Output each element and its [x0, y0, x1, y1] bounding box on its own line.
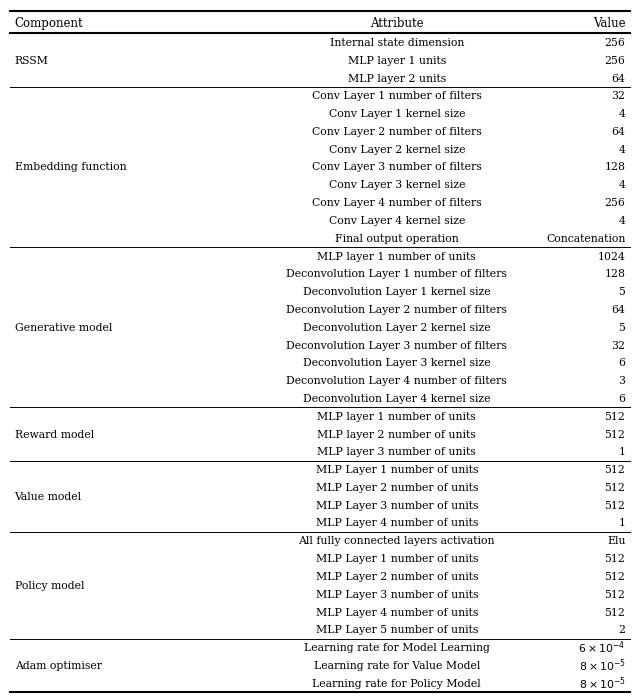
Text: 4: 4	[618, 180, 625, 190]
Text: $8 \times 10^{-5}$: $8 \times 10^{-5}$	[579, 675, 625, 692]
Text: MLP Layer 3 number of units: MLP Layer 3 number of units	[316, 589, 478, 599]
Text: Conv Layer 4 number of filters: Conv Layer 4 number of filters	[312, 198, 482, 208]
Text: Attribute: Attribute	[370, 17, 424, 29]
Text: MLP Layer 2 number of units: MLP Layer 2 number of units	[316, 571, 478, 582]
Text: 6: 6	[618, 358, 625, 368]
Text: 128: 128	[604, 162, 625, 172]
Text: Final output operation: Final output operation	[335, 234, 459, 244]
Text: MLP layer 2 number of units: MLP layer 2 number of units	[317, 429, 476, 439]
Text: 512: 512	[605, 412, 625, 421]
Text: $8 \times 10^{-5}$: $8 \times 10^{-5}$	[579, 657, 625, 673]
Text: 512: 512	[605, 482, 625, 493]
Text: 256: 256	[605, 198, 625, 208]
Text: 64: 64	[612, 127, 625, 136]
Text: MLP Layer 1 number of units: MLP Layer 1 number of units	[316, 554, 478, 564]
Text: 32: 32	[611, 340, 625, 350]
Text: 64: 64	[612, 74, 625, 83]
Text: 4: 4	[618, 109, 625, 119]
Text: 4: 4	[618, 145, 625, 155]
Text: Learning rate for Model Learning: Learning rate for Model Learning	[304, 643, 490, 652]
Text: 512: 512	[605, 589, 625, 599]
Text: 256: 256	[605, 38, 625, 48]
Text: Value model: Value model	[15, 491, 82, 501]
Text: 3: 3	[618, 376, 625, 386]
Text: Reward model: Reward model	[15, 429, 94, 439]
Text: Deconvolution Layer 3 kernel size: Deconvolution Layer 3 kernel size	[303, 358, 491, 368]
Text: Conv Layer 2 number of filters: Conv Layer 2 number of filters	[312, 127, 482, 136]
Text: 1: 1	[618, 518, 625, 528]
Text: 256: 256	[605, 56, 625, 66]
Text: Policy model: Policy model	[15, 580, 84, 590]
Text: 128: 128	[604, 269, 625, 279]
Text: 512: 512	[605, 571, 625, 582]
Text: MLP Layer 1 number of units: MLP Layer 1 number of units	[316, 465, 478, 475]
Text: MLP Layer 3 number of units: MLP Layer 3 number of units	[316, 500, 478, 510]
Text: Deconvolution Layer 3 number of filters: Deconvolution Layer 3 number of filters	[286, 340, 508, 350]
Text: RSSM: RSSM	[15, 56, 49, 66]
Text: Adam optimiser: Adam optimiser	[15, 660, 102, 671]
Text: Conv Layer 2 kernel size: Conv Layer 2 kernel size	[328, 145, 465, 155]
Text: Conv Layer 4 kernel size: Conv Layer 4 kernel size	[328, 216, 465, 225]
Text: MLP Layer 5 number of units: MLP Layer 5 number of units	[316, 625, 478, 635]
Text: Elu: Elu	[607, 536, 625, 546]
Text: Deconvolution Layer 4 kernel size: Deconvolution Layer 4 kernel size	[303, 393, 490, 404]
Text: MLP Layer 4 number of units: MLP Layer 4 number of units	[316, 518, 478, 528]
Text: Learning rate for Value Model: Learning rate for Value Model	[314, 660, 480, 671]
Text: Generative model: Generative model	[15, 323, 112, 332]
Text: 512: 512	[605, 607, 625, 617]
Text: Conv Layer 1 kernel size: Conv Layer 1 kernel size	[328, 109, 465, 119]
Text: Conv Layer 3 number of filters: Conv Layer 3 number of filters	[312, 162, 482, 172]
Text: Deconvolution Layer 1 number of filters: Deconvolution Layer 1 number of filters	[286, 269, 508, 279]
Text: 4: 4	[618, 216, 625, 225]
Text: MLP Layer 4 number of units: MLP Layer 4 number of units	[316, 607, 478, 617]
Text: 512: 512	[605, 500, 625, 510]
Text: 32: 32	[611, 91, 625, 101]
Text: All fully connected layers activation: All fully connected layers activation	[298, 536, 495, 546]
Text: MLP layer 1 number of units: MLP layer 1 number of units	[317, 251, 476, 261]
Text: Conv Layer 3 kernel size: Conv Layer 3 kernel size	[328, 180, 465, 190]
Text: Embedding function: Embedding function	[15, 162, 126, 172]
Text: 5: 5	[618, 287, 625, 297]
Text: Conv Layer 1 number of filters: Conv Layer 1 number of filters	[312, 91, 482, 101]
Text: MLP layer 1 number of units: MLP layer 1 number of units	[317, 412, 476, 421]
Text: Concatenation: Concatenation	[546, 234, 625, 244]
Text: Learning rate for Policy Model: Learning rate for Policy Model	[312, 678, 481, 688]
Text: 5: 5	[618, 323, 625, 332]
Text: Deconvolution Layer 1 kernel size: Deconvolution Layer 1 kernel size	[303, 287, 491, 297]
Text: $6 \times 10^{-4}$: $6 \times 10^{-4}$	[579, 639, 625, 656]
Text: MLP Layer 2 number of units: MLP Layer 2 number of units	[316, 482, 478, 493]
Text: MLP layer 3 number of units: MLP layer 3 number of units	[317, 447, 476, 457]
Text: Deconvolution Layer 2 number of filters: Deconvolution Layer 2 number of filters	[286, 304, 508, 314]
Text: 6: 6	[618, 393, 625, 404]
Text: 1: 1	[618, 447, 625, 457]
Text: 1024: 1024	[598, 251, 625, 261]
Text: 2: 2	[618, 625, 625, 635]
Text: Deconvolution Layer 4 number of filters: Deconvolution Layer 4 number of filters	[287, 376, 507, 386]
Text: Deconvolution Layer 2 kernel size: Deconvolution Layer 2 kernel size	[303, 323, 491, 332]
Text: Value: Value	[593, 17, 625, 29]
Text: 512: 512	[605, 554, 625, 564]
Text: 512: 512	[605, 465, 625, 475]
Text: MLP layer 2 units: MLP layer 2 units	[348, 74, 446, 83]
Text: MLP layer 1 units: MLP layer 1 units	[348, 56, 446, 66]
Text: Component: Component	[15, 17, 83, 29]
Text: Internal state dimension: Internal state dimension	[330, 38, 464, 48]
Text: 512: 512	[605, 429, 625, 439]
Text: 64: 64	[612, 304, 625, 314]
